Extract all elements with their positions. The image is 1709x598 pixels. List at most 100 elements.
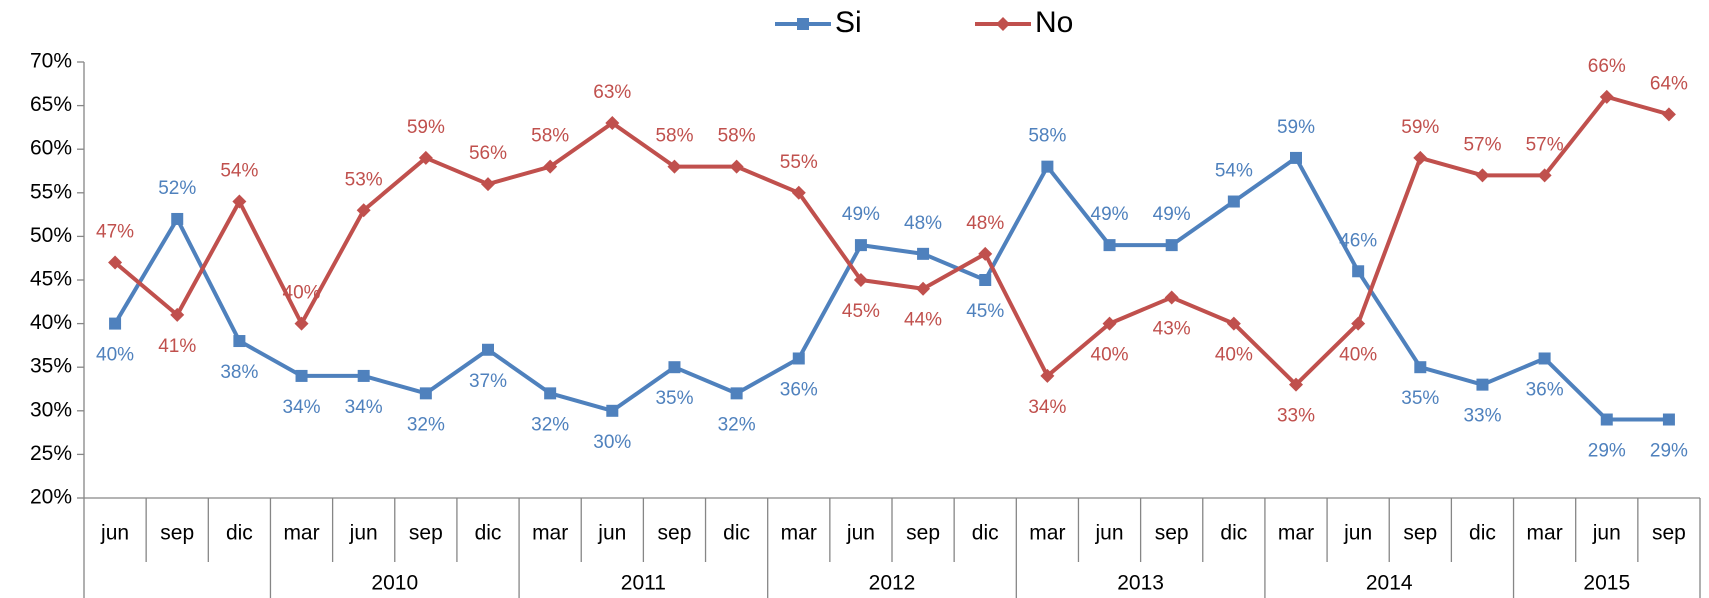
- data-label: 32%: [718, 414, 756, 435]
- data-label: 63%: [593, 82, 631, 103]
- data-label: 54%: [1215, 161, 1253, 182]
- marker: [1413, 150, 1428, 165]
- data-label: 44%: [904, 310, 942, 331]
- x-group-label: 2014: [1366, 572, 1413, 595]
- data-label: 55%: [780, 152, 818, 173]
- marker: [979, 274, 992, 286]
- x-tick-label: dic: [226, 522, 253, 545]
- marker: [356, 203, 371, 218]
- marker: [1476, 378, 1489, 391]
- series-line: [113, 94, 1670, 387]
- marker: [1165, 239, 1178, 252]
- x-group-label: 2012: [869, 572, 916, 595]
- marker: [854, 239, 867, 252]
- marker: [1040, 368, 1055, 383]
- marker: [1164, 290, 1179, 305]
- data-label: 40%: [1091, 345, 1129, 366]
- legend-label: Si: [835, 6, 862, 39]
- data-label: 58%: [531, 126, 569, 147]
- x-tick-label: dic: [723, 522, 750, 545]
- x-tick-label: dic: [972, 522, 999, 545]
- data-label: 40%: [283, 283, 321, 304]
- x-group-label: 2013: [1117, 572, 1164, 595]
- marker: [916, 281, 931, 296]
- data-label: 36%: [1526, 379, 1564, 400]
- x-tick-label: sep: [409, 522, 443, 545]
- marker: [1289, 377, 1303, 392]
- marker: [294, 316, 309, 331]
- y-tick-label: 20%: [30, 486, 72, 509]
- x-tick-label: mar: [1029, 522, 1065, 545]
- marker: [1661, 107, 1676, 122]
- x-tick-label: jun: [1095, 522, 1124, 545]
- x-tick-label: jun: [100, 522, 129, 545]
- y-tick-label: 45%: [30, 268, 72, 291]
- data-label: 49%: [1091, 204, 1129, 225]
- data-label: 37%: [469, 371, 507, 392]
- data-label: 52%: [158, 178, 196, 199]
- data-label: 33%: [1463, 406, 1501, 427]
- data-label: 32%: [407, 414, 445, 435]
- data-label: 32%: [531, 414, 569, 435]
- marker: [1102, 316, 1117, 331]
- x-tick-label: sep: [658, 522, 692, 545]
- marker: [605, 116, 620, 131]
- x-tick-label: dic: [475, 522, 502, 545]
- marker: [797, 18, 809, 30]
- marker: [729, 159, 744, 174]
- marker: [357, 369, 370, 382]
- series-line: [113, 155, 1669, 422]
- y-tick-label: 40%: [30, 311, 72, 334]
- x-tick-label: jun: [349, 522, 378, 545]
- marker: [171, 212, 184, 225]
- x-tick-label: jun: [597, 522, 626, 545]
- y-tick-label: 25%: [30, 442, 72, 465]
- data-label: 35%: [655, 388, 693, 409]
- marker: [419, 387, 432, 400]
- x-tick-label: dic: [1220, 522, 1247, 545]
- data-label: 29%: [1588, 441, 1626, 462]
- marker: [1290, 151, 1302, 164]
- marker: [1226, 316, 1241, 331]
- marker: [1599, 89, 1614, 104]
- y-tick-label: 55%: [30, 180, 72, 203]
- legend-label: No: [1035, 6, 1073, 39]
- marker: [482, 343, 494, 356]
- data-label: 53%: [345, 169, 383, 190]
- x-tick-label: sep: [1155, 522, 1189, 545]
- marker: [418, 150, 433, 165]
- y-tick-label: 65%: [30, 93, 72, 116]
- data-label: 45%: [842, 301, 880, 322]
- x-tick-label: sep: [1652, 522, 1686, 545]
- data-label: 59%: [407, 117, 445, 138]
- x-tick-label: jun: [1343, 522, 1372, 545]
- data-label: 41%: [158, 336, 196, 357]
- data-label: 40%: [96, 345, 134, 366]
- x-tick-label: mar: [1278, 522, 1314, 545]
- x-tick-label: mar: [1527, 522, 1563, 545]
- data-label: 57%: [1463, 134, 1501, 155]
- data-label: 66%: [1588, 56, 1626, 77]
- y-tick-label: 60%: [30, 137, 72, 160]
- marker: [978, 246, 993, 261]
- data-label: 54%: [220, 161, 258, 182]
- data-label: 29%: [1650, 441, 1688, 462]
- x-tick-label: mar: [781, 522, 817, 545]
- x-group-label: 2015: [1583, 572, 1630, 595]
- marker: [1538, 352, 1551, 365]
- data-label: 58%: [718, 126, 756, 147]
- data-label: 30%: [593, 432, 631, 453]
- x-tick-label: mar: [283, 522, 319, 545]
- marker: [667, 159, 682, 174]
- data-label: 48%: [966, 213, 1004, 234]
- marker: [170, 307, 185, 322]
- marker: [108, 255, 123, 270]
- data-label: 47%: [96, 222, 134, 243]
- marker: [1041, 160, 1054, 173]
- data-label: 56%: [469, 143, 507, 164]
- x-group-label: 2011: [621, 572, 666, 595]
- data-label: 49%: [1153, 204, 1191, 225]
- data-label: 49%: [842, 204, 880, 225]
- marker: [1414, 361, 1427, 374]
